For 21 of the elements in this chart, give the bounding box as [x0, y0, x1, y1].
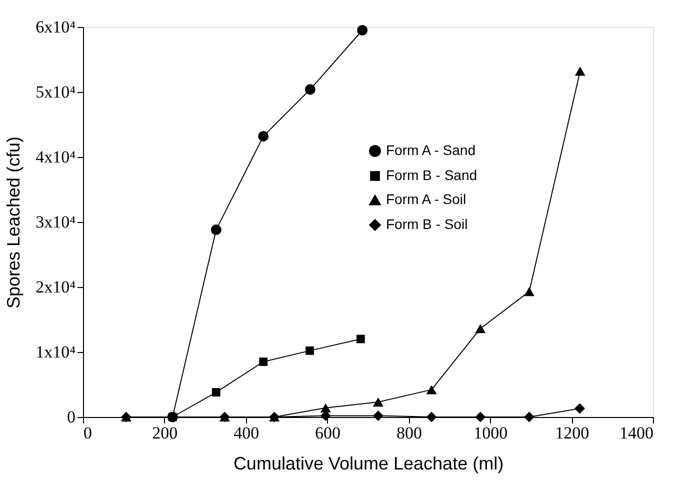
x-tick-label: 1000	[474, 424, 508, 442]
x-tick-label: 400	[234, 424, 260, 442]
x-tick-label: 1200	[555, 424, 590, 442]
y-tick-label: 5x10⁴	[36, 82, 76, 102]
x-tick-label: 0	[84, 424, 92, 442]
y-tick-label: 2x10⁴	[36, 278, 76, 296]
x-tick-label: 200	[152, 424, 178, 442]
y-axis-title: Spores Leached (cfu)	[4, 136, 24, 309]
legend-label: Form B - Soil	[386, 216, 468, 232]
legend-label: Form B - Sand	[386, 167, 478, 183]
y-tick-label: 3x10⁴	[36, 212, 76, 232]
y-tick-label: 0	[67, 408, 76, 426]
x-tick-label: 1400	[620, 424, 654, 442]
y-tick-label: 4x10⁴	[36, 148, 76, 166]
x-axis-title: Cumulative Volume Leachate (ml)	[233, 454, 504, 474]
legend-label: Form A - Soil	[386, 191, 466, 207]
y-tick-label: 6x10⁴	[36, 18, 76, 36]
x-tick-label: 600	[315, 424, 341, 442]
legend-label: Form A - Sand	[386, 142, 476, 158]
x-tick-label: 800	[396, 424, 422, 442]
y-tick-label: 1x10⁴	[36, 342, 76, 362]
